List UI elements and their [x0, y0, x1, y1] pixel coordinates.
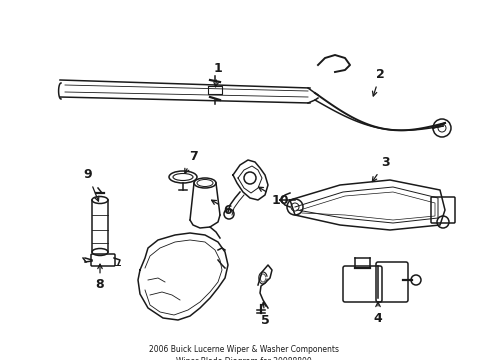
Text: 8: 8	[96, 264, 104, 292]
Text: 3: 3	[371, 157, 388, 181]
Text: 2: 2	[372, 68, 384, 96]
Text: 2006 Buick Lucerne Wiper & Washer Components
Wiper Blade Diagram for 20988800: 2006 Buick Lucerne Wiper & Washer Compon…	[149, 345, 338, 360]
Text: 5: 5	[260, 302, 269, 327]
Text: 1: 1	[213, 62, 222, 87]
Text: 4: 4	[373, 302, 382, 324]
Text: 9: 9	[83, 168, 99, 201]
Text: 6: 6	[211, 200, 232, 216]
Text: 10: 10	[258, 187, 288, 207]
Text: 7: 7	[184, 150, 197, 173]
